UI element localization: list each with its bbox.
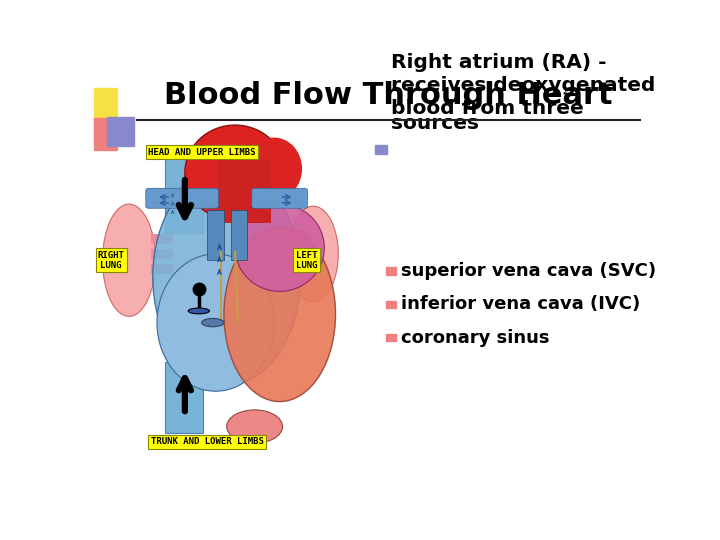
- Ellipse shape: [202, 319, 224, 327]
- FancyBboxPatch shape: [145, 188, 218, 208]
- Text: LEFT
LUNG: LEFT LUNG: [296, 251, 318, 270]
- Bar: [151, 264, 173, 274]
- Text: Right atrium (RA) -: Right atrium (RA) -: [392, 53, 607, 72]
- Bar: [386, 301, 396, 308]
- Text: HEAD AND UPPER LIMBS: HEAD AND UPPER LIMBS: [148, 147, 256, 157]
- Text: coronary sinus: coronary sinus: [401, 328, 550, 347]
- Ellipse shape: [227, 410, 282, 443]
- Bar: [166, 148, 203, 233]
- FancyBboxPatch shape: [252, 188, 307, 208]
- Bar: [207, 210, 224, 260]
- Bar: [151, 249, 173, 259]
- Bar: [386, 334, 396, 341]
- Text: RIGHT
LUNG: RIGHT LUNG: [98, 251, 125, 270]
- Bar: [94, 87, 117, 119]
- Bar: [291, 230, 312, 240]
- Text: superior vena cava (SVC): superior vena cava (SVC): [401, 262, 657, 280]
- Bar: [291, 243, 312, 253]
- Bar: [386, 267, 396, 275]
- Bar: [151, 234, 173, 245]
- Bar: [166, 362, 203, 433]
- Ellipse shape: [188, 308, 210, 314]
- Text: receives deoxygenated: receives deoxygenated: [392, 76, 656, 95]
- Text: TRUNK AND LOWER LIMBS: TRUNK AND LOWER LIMBS: [150, 437, 264, 447]
- Bar: [230, 210, 248, 260]
- Ellipse shape: [157, 254, 274, 391]
- Ellipse shape: [235, 204, 324, 292]
- Text: Blood Flow Through Heart: Blood Flow Through Heart: [164, 82, 613, 111]
- Ellipse shape: [288, 206, 338, 302]
- Bar: [107, 117, 133, 146]
- Bar: [94, 118, 117, 150]
- Ellipse shape: [102, 204, 156, 316]
- Ellipse shape: [153, 168, 301, 385]
- Text: sources: sources: [392, 114, 480, 133]
- Ellipse shape: [224, 227, 336, 402]
- Ellipse shape: [246, 138, 302, 200]
- Bar: [291, 255, 312, 265]
- Text: blood from three: blood from three: [392, 99, 584, 118]
- Bar: [218, 160, 271, 223]
- Text: inferior vena cava (IVC): inferior vena cava (IVC): [401, 295, 641, 313]
- Bar: [374, 145, 387, 154]
- Ellipse shape: [185, 125, 285, 221]
